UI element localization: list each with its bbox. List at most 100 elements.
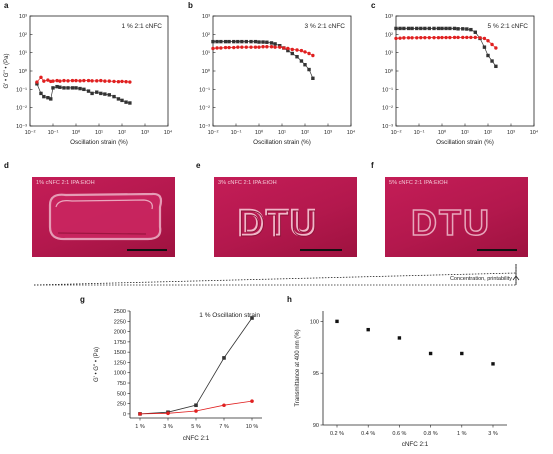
data-point <box>410 26 414 31</box>
x-tick-label: 10¹ <box>95 130 103 136</box>
data-point <box>286 48 290 53</box>
y-tick-label: 10⁻² <box>382 106 393 112</box>
data-point <box>394 36 398 41</box>
x-tick-label: 10³ <box>324 130 332 136</box>
data-point <box>394 26 398 31</box>
data-point <box>299 59 304 63</box>
y-tick-label: 10² <box>19 32 27 38</box>
data-point <box>51 86 55 90</box>
data-point <box>227 39 231 44</box>
data-point <box>55 84 59 89</box>
data-point <box>95 90 99 94</box>
data-point <box>74 86 78 90</box>
y-tick-label: 10⁻² <box>16 106 27 112</box>
x-tick-label: 0.8 % <box>424 431 438 437</box>
panel-letter-c: c <box>371 1 376 10</box>
x-axis-label: Oscillation strain (%) <box>436 139 494 146</box>
data-point <box>128 101 132 105</box>
x-tick-label: 10³ <box>507 130 515 136</box>
data-point <box>460 351 464 356</box>
data-point <box>432 35 436 40</box>
y-axis-label: Transmittance at 400 nm (%) <box>295 329 301 406</box>
data-point <box>261 40 265 44</box>
svg-text:DTU: DTU <box>411 202 491 243</box>
data-point <box>473 35 477 40</box>
data-point <box>415 26 419 31</box>
y-tick-label: 10¹ <box>19 51 27 57</box>
data-point <box>452 26 457 31</box>
y-tick-label: 1000 <box>114 371 126 377</box>
data-point <box>406 26 411 31</box>
data-point <box>303 50 307 54</box>
data-point <box>35 82 39 86</box>
printed-blob-shape <box>48 192 163 241</box>
data-point <box>261 45 265 49</box>
data-point <box>219 39 223 44</box>
data-point <box>78 86 82 91</box>
data-point <box>249 39 253 44</box>
chart-g: 0 250 500 750 1000 1250 1500 1750 2000 2250 2500 1 … <box>94 309 262 442</box>
data-point <box>124 80 128 84</box>
photo-caption-e: 3% cNFC 2:1 IPA:EtOH <box>218 180 277 186</box>
scale-bar-d <box>127 249 167 251</box>
photo-e: 3% cNFC 2:1 IPA:EtOH DTU DTU <box>214 177 357 257</box>
data-point <box>103 92 107 96</box>
data-point <box>265 40 269 44</box>
data-point <box>250 399 254 403</box>
data-point <box>295 48 299 52</box>
data-point <box>99 91 103 96</box>
x-tick-label: 10⁻¹ <box>414 130 425 136</box>
data-point <box>240 39 244 44</box>
data-point <box>436 35 441 40</box>
y-axis-label: G' • G'' • (Pa) <box>94 347 100 382</box>
data-point <box>494 64 498 69</box>
y-tick-label: 10³ <box>385 14 393 20</box>
data-point <box>494 46 498 50</box>
y-tick-label: 10⁻² <box>199 106 210 112</box>
photo-caption-f: 5% cNFC 2:1 IPA:EtOH <box>389 180 448 186</box>
data-point <box>490 42 494 47</box>
data-point <box>70 78 75 83</box>
photo-d: 1% cNFC 2:1 IPA:EtOH <box>32 177 175 257</box>
data-point <box>303 63 307 67</box>
y-tick-label: 10² <box>202 32 210 38</box>
data-point <box>482 45 487 49</box>
data-point <box>469 35 473 40</box>
x-axis-label: cNFC 2:1 <box>183 435 210 442</box>
data-point <box>244 45 248 49</box>
data-point <box>335 319 339 324</box>
x-tick-label: 0.6 % <box>392 431 406 437</box>
data-point <box>456 27 460 31</box>
data-point <box>55 78 59 83</box>
data-point <box>290 47 294 52</box>
data-point <box>465 27 469 31</box>
data-point <box>448 35 452 40</box>
data-point <box>490 59 494 63</box>
y-axis-label: G' • G'' • (Pa) <box>4 54 10 89</box>
x-tick-label: 10⁻² <box>391 130 402 136</box>
data-point <box>366 327 370 332</box>
data-point <box>236 45 240 49</box>
panel-letter-g: g <box>80 295 85 304</box>
data-point <box>42 94 46 99</box>
chart-title: 1 % 2:1 cNFC <box>122 23 163 30</box>
data-point <box>215 39 219 44</box>
data-point <box>444 26 448 31</box>
data-point <box>66 79 70 83</box>
x-tick-label: 3 % <box>488 431 498 437</box>
x-axis-label: Oscillation strain (%) <box>253 139 311 146</box>
x-axis-label: Oscillation strain (%) <box>70 139 128 146</box>
y-tick-label: 100 <box>310 319 319 325</box>
photo-f: 5% cNFC 2:1 IPA:EtOH DTU <box>385 177 528 257</box>
data-point <box>448 26 452 31</box>
x-tick-label: 0.4 % <box>361 431 375 437</box>
data-point <box>440 26 444 31</box>
data-point <box>402 36 406 40</box>
data-point <box>232 39 236 44</box>
chart-title: 3 % 2:1 cNFC <box>305 23 346 30</box>
data-point <box>240 45 244 49</box>
x-tick-label: 3 % <box>163 424 173 430</box>
data-point <box>124 100 128 104</box>
svg-text:DTU: DTU <box>239 203 319 244</box>
data-point <box>491 362 495 366</box>
